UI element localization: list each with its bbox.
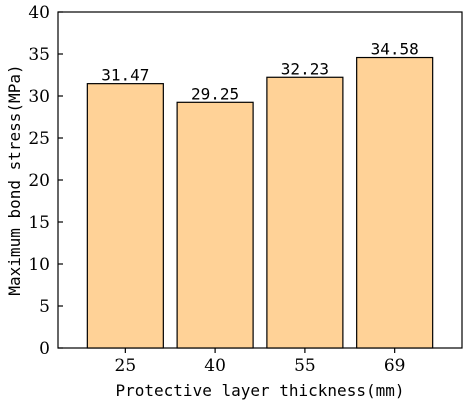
value-labels-group: 31.47 29.25 32.23 34.58 (101, 40, 419, 104)
y-tick-label: 0 (39, 339, 50, 359)
x-axis-label: Protective layer thickness(mm) (116, 381, 405, 400)
y-tick-label: 30 (28, 87, 50, 107)
y-tick-label: 10 (28, 255, 50, 275)
bar (266, 76, 344, 349)
data-label: 32.23 (281, 59, 329, 78)
y-axis-label: Maximum bond stress(MPa) (5, 64, 24, 295)
x-tick-label: 55 (294, 356, 316, 376)
data-label: 34.58 (371, 40, 419, 59)
y-tick-label: 35 (28, 45, 50, 65)
y-tick-label: 15 (28, 213, 50, 233)
x-tick-label: 69 (384, 356, 406, 376)
data-label: 29.25 (191, 84, 239, 103)
bar (356, 56, 434, 349)
bar (86, 83, 164, 349)
y-tick-label: 25 (28, 129, 50, 149)
x-tick-label: 40 (204, 356, 226, 376)
x-axis: 25 40 55 69 (115, 348, 406, 376)
x-tick-label: 25 (115, 356, 137, 376)
bars-group (86, 56, 434, 349)
bar (176, 101, 254, 349)
y-tick-label: 20 (28, 171, 50, 191)
y-axis: 0 5 10 15 20 25 30 35 40 (28, 3, 63, 359)
data-label: 31.47 (101, 66, 149, 85)
y-tick-label: 5 (39, 297, 50, 317)
y-tick-label: 40 (28, 3, 50, 23)
